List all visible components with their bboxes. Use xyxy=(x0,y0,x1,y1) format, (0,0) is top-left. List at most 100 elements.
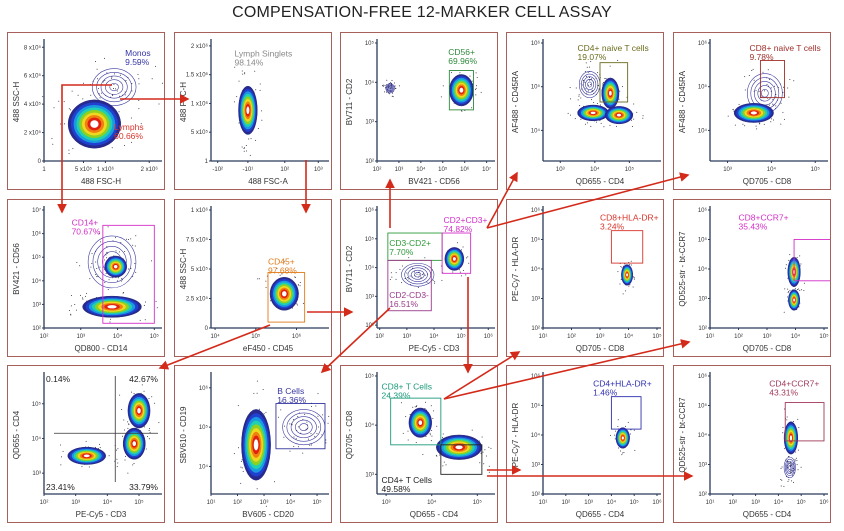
y-tick-label: 10³ xyxy=(698,297,707,303)
figure-title: COMPENSATION-FREE 12-MARKER CELL ASSAY xyxy=(232,4,612,21)
population-contour xyxy=(786,460,794,474)
y-tick-label: 5 x10⁵ xyxy=(191,266,209,273)
panel-cd4cd8: 10³ 10⁴ 10⁵ 10³ 10⁴ 10⁵ QD655 - CD4 QD705 - CD8… xyxy=(340,365,498,523)
event-dot xyxy=(265,505,267,507)
event-dot xyxy=(64,123,66,125)
population-density xyxy=(789,435,793,441)
event-dot xyxy=(732,109,734,111)
y-tick-label: 10⁴ xyxy=(531,127,541,134)
gate-name: CD8+CCR7+ xyxy=(739,212,789,222)
x-tick-label: 10⁴ xyxy=(427,499,437,506)
event-dot xyxy=(615,125,617,127)
event-dot xyxy=(123,419,125,421)
event-dot xyxy=(133,393,135,395)
event-dot xyxy=(388,93,390,95)
event-dot xyxy=(633,429,635,431)
event-dot xyxy=(394,87,396,89)
population-density xyxy=(90,120,99,128)
event-dot xyxy=(269,300,271,302)
event-dot xyxy=(391,79,393,81)
event-dot xyxy=(294,276,296,278)
y-tick-label: 10⁴ xyxy=(32,278,42,285)
population-density xyxy=(132,441,136,447)
y-tick-label: 10⁵ xyxy=(698,237,708,244)
x-axis-label: PE-Cy5 - CD3 xyxy=(409,344,460,353)
event-dot xyxy=(426,281,428,283)
event-dot xyxy=(416,405,418,407)
x-tick-label: 10⁴ xyxy=(791,333,801,340)
event-dot xyxy=(782,92,784,94)
event-dot xyxy=(442,465,444,467)
event-dot xyxy=(113,83,115,85)
event-dot xyxy=(90,94,92,96)
quadrant-percent: 33.79% xyxy=(129,482,158,492)
quadrant-percent: 23.41% xyxy=(46,482,75,492)
x-tick-label: 10⁶ xyxy=(652,499,662,506)
event-dot xyxy=(244,73,246,75)
quadrant-percent: 42.67% xyxy=(129,374,158,384)
event-dot xyxy=(629,433,631,435)
gate-percent: 16.36% xyxy=(277,395,306,405)
event-dot xyxy=(328,415,330,417)
event-dot xyxy=(625,425,627,427)
population-contour xyxy=(788,465,792,470)
event-dot xyxy=(780,485,782,487)
event-dot xyxy=(61,108,63,110)
event-dot xyxy=(609,65,611,67)
event-dot xyxy=(106,245,108,247)
event-dot xyxy=(104,80,106,82)
event-dot xyxy=(394,85,396,87)
event-dot xyxy=(585,88,587,90)
event-dot xyxy=(577,99,579,101)
x-axis-label: eF450 - CD45 xyxy=(243,344,294,353)
y-axis-label: BV711 - CD2 xyxy=(345,245,354,292)
event-dot xyxy=(299,281,301,283)
event-dot xyxy=(70,305,72,307)
event-dot xyxy=(787,87,789,89)
event-dot xyxy=(277,416,279,418)
panel-cd3cd2: 10² 10³ 10⁴ 10⁵ 10⁶ 10² 10³ 10⁴ 10⁵ 10⁶ PE-Cy5 - C… xyxy=(340,199,498,357)
event-dot xyxy=(306,421,308,423)
x-tick-label: 10¹ xyxy=(539,500,548,506)
event-dot xyxy=(755,125,757,127)
event-dot xyxy=(68,153,70,155)
event-dot xyxy=(799,289,801,291)
population-contour xyxy=(783,456,796,479)
x-axis-label: QD655 - CD4 xyxy=(576,510,625,519)
event-dot xyxy=(302,452,304,454)
event-dot xyxy=(241,467,243,469)
event-dot xyxy=(393,82,395,84)
event-dot xyxy=(127,427,129,429)
event-dot xyxy=(625,290,627,292)
event-dot xyxy=(789,78,791,80)
event-dot xyxy=(82,98,84,100)
population-contour xyxy=(578,71,601,98)
event-dot xyxy=(382,85,384,87)
event-dot xyxy=(144,319,146,321)
gate-rect xyxy=(440,444,483,475)
event-dot xyxy=(118,251,120,253)
event-dot xyxy=(130,391,132,393)
x-tick-label: 10³ xyxy=(71,500,80,506)
event-dot xyxy=(131,90,133,92)
gate-percent: 69.96% xyxy=(448,56,477,66)
plot-svg: 10¹ 10² 10³ 10⁴ 10⁵ 10² 10³ 10⁴ 10⁵ 10⁶ QD705 - CD… xyxy=(678,206,830,353)
x-tick-label: 10¹ xyxy=(207,500,216,506)
y-tick-label: 10⁶ xyxy=(32,231,42,238)
event-dot xyxy=(781,479,783,481)
event-dot xyxy=(291,424,293,426)
event-dot xyxy=(51,138,53,140)
event-dot xyxy=(137,62,139,64)
event-dot xyxy=(786,419,788,421)
event-dot xyxy=(121,278,123,280)
population-contour xyxy=(787,463,793,472)
event-dot xyxy=(280,409,282,411)
gate-name: CD45+ xyxy=(268,256,295,266)
event-dot xyxy=(395,272,397,274)
event-dot xyxy=(402,432,404,434)
y-tick-label: 10⁵ xyxy=(365,40,375,47)
event-dot xyxy=(614,438,616,440)
event-dot xyxy=(90,266,92,268)
event-dot xyxy=(104,259,106,261)
event-dot xyxy=(110,318,112,320)
